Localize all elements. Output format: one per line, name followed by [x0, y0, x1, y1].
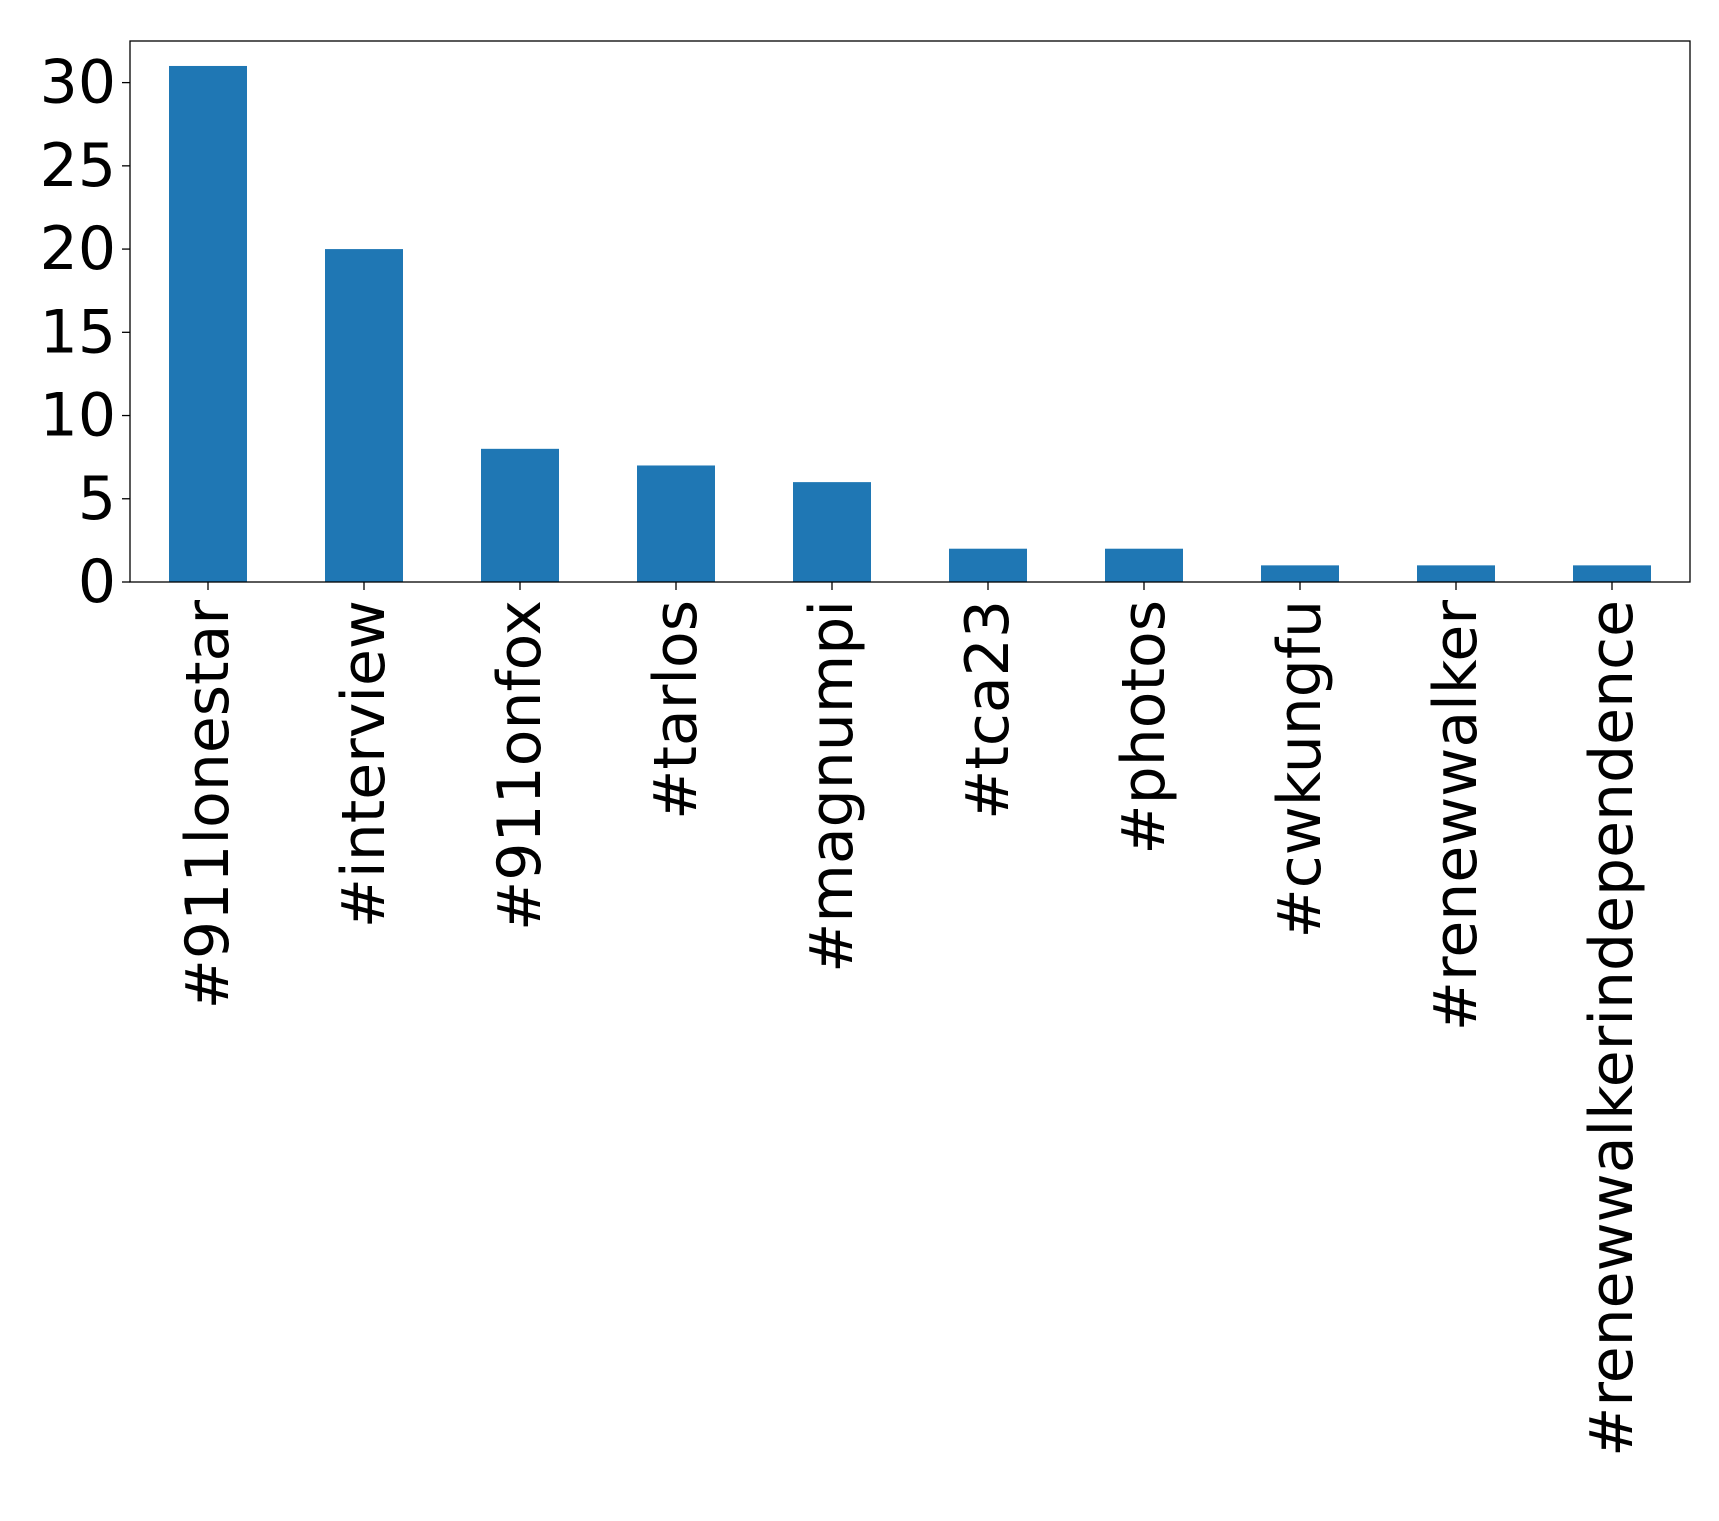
y-tick-label: 15: [40, 297, 116, 367]
bar-tarlos: [637, 465, 715, 582]
x-tick-label: #photos: [1109, 600, 1179, 855]
x-tick-label: #cwkungfu: [1265, 600, 1335, 939]
bar-cwkungfu: [1261, 565, 1339, 582]
bar-renewwalker: [1417, 565, 1495, 582]
x-axis: #911lonestar #interview #911onfox #tarlos #m…: [173, 582, 1647, 1457]
bar-interview: [325, 249, 403, 583]
y-tick-label: 25: [40, 131, 116, 201]
bars-group: [169, 65, 1651, 583]
bar-911onfox: [481, 448, 559, 582]
bar-911lonestar: [169, 65, 247, 582]
x-tick-label: #911lonestar: [173, 600, 243, 1010]
x-tick-label: #interview: [329, 600, 399, 928]
y-tick-label: 20: [40, 214, 116, 284]
x-tick-label: #renewwalkerindependence: [1577, 600, 1647, 1457]
bar-renewwalkerindependence: [1573, 565, 1651, 582]
y-tick-label: 0: [78, 547, 116, 617]
x-tick-label: #tarlos: [641, 600, 711, 820]
y-tick-label: 10: [40, 381, 116, 451]
bar-photos: [1105, 548, 1183, 582]
bar-magnumpi: [793, 482, 871, 582]
x-tick-label: #magnumpi: [797, 600, 867, 973]
y-tick-label: 5: [78, 464, 116, 534]
x-tick-label: #911onfox: [485, 600, 555, 931]
y-tick-label: 30: [40, 48, 116, 118]
plot-area-frame: [129, 40, 1691, 583]
x-tick-label: #renewwalker: [1421, 600, 1491, 1032]
x-tick-label: #tca23: [953, 600, 1023, 820]
bar-tca23: [949, 548, 1027, 582]
y-axis: 0 5 10 15 20 25 30: [40, 48, 130, 617]
